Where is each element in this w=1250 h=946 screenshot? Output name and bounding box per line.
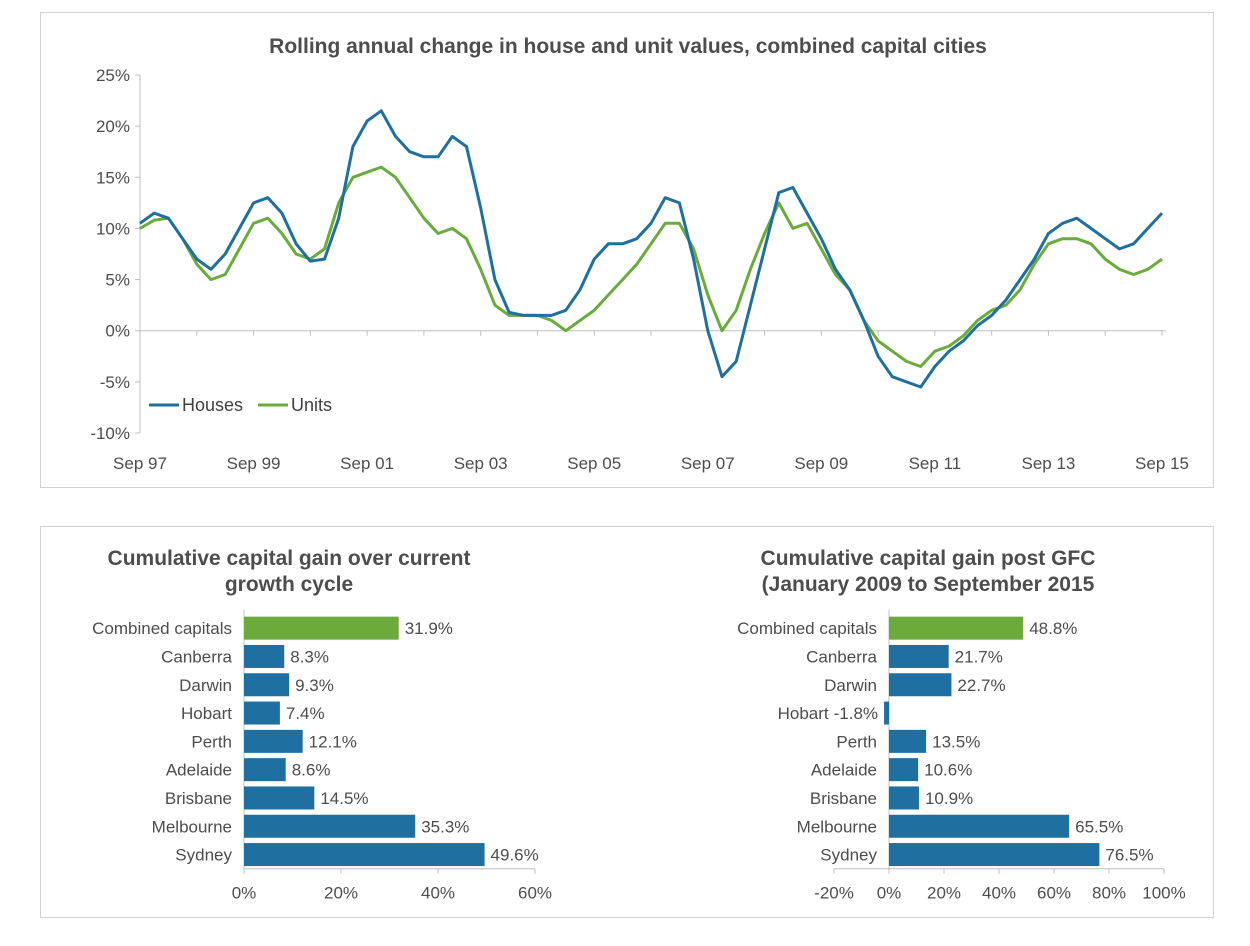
data-label: -1.8% xyxy=(834,704,878,723)
chart-title: Cumulative capital gain post GFC (January… xyxy=(761,547,1096,596)
bar-charts-panel: Cumulative capital gain over current grow… xyxy=(40,526,1214,918)
chart-title: Cumulative capital gain over current grow… xyxy=(108,547,471,596)
bar xyxy=(244,729,303,753)
legend-label-houses: Houses xyxy=(182,395,243,415)
x-tick-label: Sep 01 xyxy=(340,454,394,473)
x-tick-label: 60% xyxy=(1037,884,1071,903)
bar xyxy=(889,673,952,697)
data-label: 31.9% xyxy=(405,619,453,638)
chart-title: Rolling annual change in house and unit … xyxy=(269,35,987,58)
data-label: 7.4% xyxy=(286,704,325,723)
legend-label-units: Units xyxy=(291,395,332,415)
bar xyxy=(244,758,286,782)
line-chart-panel: Rolling annual change in house and unit … xyxy=(40,12,1214,488)
x-tick-label: 80% xyxy=(1092,884,1126,903)
bar xyxy=(244,843,485,867)
x-tick-label: Sep 09 xyxy=(794,454,848,473)
data-label: 14.5% xyxy=(320,789,368,808)
y-tick-label: 0% xyxy=(105,322,130,341)
bar xyxy=(889,644,949,668)
category-label: Adelaide xyxy=(166,761,232,780)
category-label: Canberra xyxy=(161,647,232,666)
x-tick-label: Sep 11 xyxy=(909,454,962,473)
y-tick-label: -5% xyxy=(100,373,130,392)
data-label: 10.6% xyxy=(924,761,972,780)
category-label: Melbourne xyxy=(152,817,232,836)
x-tick-label: Sep 13 xyxy=(1021,454,1075,473)
y-tick-label: 10% xyxy=(96,219,130,238)
category-label: Darwin xyxy=(179,676,232,695)
x-tick-label: Sep 05 xyxy=(567,454,621,473)
bar-chart-growth-cycle: Cumulative capital gain over current grow… xyxy=(92,547,552,903)
category-label: Brisbane xyxy=(165,789,232,808)
x-tick-label: 20% xyxy=(927,884,961,903)
data-label: 9.3% xyxy=(295,676,334,695)
x-tick-label: 0% xyxy=(232,884,257,903)
category-label: Canberra xyxy=(806,647,877,666)
category-label: Melbourne xyxy=(797,817,877,836)
bar xyxy=(889,814,1070,838)
y-tick-label: 25% xyxy=(96,66,130,85)
x-tick-label: Sep 97 xyxy=(113,454,167,473)
x-tick-label: Sep 15 xyxy=(1135,454,1189,473)
y-tick-label: -10% xyxy=(90,424,130,443)
category-label: Perth xyxy=(836,732,877,751)
bar xyxy=(244,786,315,810)
category-label: Hobart xyxy=(778,704,829,723)
x-tick-label: 100% xyxy=(1142,884,1185,903)
bar xyxy=(889,758,919,782)
data-label: 8.6% xyxy=(292,761,331,780)
category-label: Combined capitals xyxy=(92,619,232,638)
bar xyxy=(244,814,416,838)
bar xyxy=(884,701,889,725)
units-line xyxy=(139,165,1163,368)
bar xyxy=(889,786,919,810)
category-label: Adelaide xyxy=(811,761,877,780)
bar xyxy=(244,616,399,640)
houses-line xyxy=(139,109,1164,389)
bar-chart-post-gfc: Cumulative capital gain post GFC (January… xyxy=(737,547,1186,903)
x-tick-label: -20% xyxy=(814,884,854,903)
category-label: Brisbane xyxy=(810,789,877,808)
x-tick-label: 40% xyxy=(421,884,455,903)
x-tick-label: 40% xyxy=(982,884,1016,903)
x-tick-label: Sep 99 xyxy=(227,454,281,473)
bar xyxy=(244,644,285,668)
y-tick-label: 15% xyxy=(96,168,130,187)
bar xyxy=(889,729,927,753)
data-label: 35.3% xyxy=(421,817,469,836)
data-label: 76.5% xyxy=(1105,846,1153,865)
bar xyxy=(889,616,1024,640)
bar xyxy=(889,843,1100,867)
x-tick-label: Sep 07 xyxy=(681,454,735,473)
data-label: 13.5% xyxy=(932,732,980,751)
data-label: 22.7% xyxy=(957,676,1005,695)
data-label: 48.8% xyxy=(1029,619,1077,638)
category-label: Perth xyxy=(191,732,232,751)
y-tick-label: 5% xyxy=(105,271,130,290)
data-label: 12.1% xyxy=(309,732,357,751)
x-tick-label: 20% xyxy=(324,884,358,903)
data-label: 21.7% xyxy=(955,647,1003,666)
line-chart: Rolling annual change in house and unit … xyxy=(90,35,1189,473)
category-label: Hobart xyxy=(181,704,232,723)
y-tick-label: 20% xyxy=(96,117,130,136)
category-label: Sydney xyxy=(175,846,232,865)
category-label: Combined capitals xyxy=(737,619,877,638)
x-tick-label: Sep 03 xyxy=(454,454,508,473)
bar xyxy=(244,701,280,725)
category-label: Sydney xyxy=(820,846,877,865)
data-label: 65.5% xyxy=(1075,817,1123,836)
x-tick-label: 0% xyxy=(877,884,902,903)
data-label: 8.3% xyxy=(290,647,329,666)
bar xyxy=(244,673,290,697)
category-label: Darwin xyxy=(824,676,877,695)
data-label: 49.6% xyxy=(491,846,539,865)
x-tick-label: 60% xyxy=(518,884,552,903)
data-label: 10.9% xyxy=(925,789,973,808)
